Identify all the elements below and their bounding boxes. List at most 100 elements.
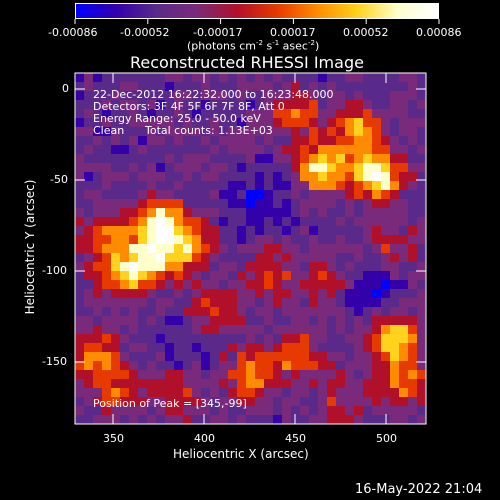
image-pixel <box>345 172 355 182</box>
image-pixel <box>165 343 175 353</box>
image-pixel <box>156 316 166 326</box>
image-pixel <box>192 280 202 290</box>
image-pixel <box>219 406 229 416</box>
image-pixel <box>93 127 103 137</box>
image-pixel <box>354 334 364 344</box>
image-pixel <box>291 388 301 398</box>
image-pixel <box>417 307 426 317</box>
image-pixel <box>300 325 310 335</box>
image-pixel <box>399 244 409 254</box>
image-pixel <box>390 136 400 146</box>
image-pixel <box>336 208 346 218</box>
image-pixel <box>417 271 426 281</box>
image-pixel <box>111 109 121 119</box>
image-pixel <box>129 379 139 389</box>
image-pixel <box>111 226 121 236</box>
image-pixel <box>354 172 364 182</box>
image-pixel <box>381 370 391 380</box>
image-pixel <box>372 262 382 272</box>
colorbar-tick-label: 0.00086 <box>416 26 462 39</box>
image-pixel <box>399 316 409 326</box>
image-pixel <box>417 163 426 173</box>
image-pixel <box>354 253 364 263</box>
image-pixel <box>246 316 256 326</box>
image-pixel <box>183 136 193 146</box>
image-pixel <box>84 190 94 200</box>
image-pixel <box>93 262 103 272</box>
image-pixel <box>147 289 157 299</box>
image-pixel <box>210 208 220 218</box>
image-pixel <box>264 361 274 371</box>
image-pixel <box>399 271 409 281</box>
image-pixel <box>318 235 328 245</box>
image-pixel <box>228 271 238 281</box>
image-pixel <box>354 325 364 335</box>
x-tick-label: 350 <box>103 432 124 445</box>
image-pixel <box>273 226 283 236</box>
image-pixel <box>363 280 373 290</box>
image-pixel <box>183 316 193 326</box>
image-pixel <box>264 208 274 218</box>
y-tick-label: -50 <box>50 173 68 186</box>
image-pixel <box>354 271 364 281</box>
image-pixel <box>84 82 94 92</box>
image-pixel <box>399 73 409 83</box>
image-pixel <box>345 190 355 200</box>
image-pixel <box>318 415 328 424</box>
image-pixel <box>318 154 328 164</box>
image-pixel <box>120 352 130 362</box>
image-pixel <box>111 370 121 380</box>
image-pixel <box>363 307 373 317</box>
image-pixel <box>264 325 274 335</box>
image-pixel <box>183 82 193 92</box>
image-pixel <box>210 262 220 272</box>
image-pixel <box>291 199 301 209</box>
image-pixel <box>417 253 426 263</box>
image-pixel <box>318 172 328 182</box>
image-pixel <box>282 163 292 173</box>
image-pixel <box>273 397 283 407</box>
image-pixel <box>354 235 364 245</box>
image-pixel <box>246 253 256 263</box>
image-pixel <box>390 334 400 344</box>
image-pixel <box>399 226 409 236</box>
image-pixel <box>156 262 166 272</box>
image-pixel <box>390 406 400 416</box>
image-pixel <box>381 118 391 128</box>
image-pixel <box>237 361 247 371</box>
image-pixel <box>156 244 166 254</box>
image-pixel <box>291 217 301 227</box>
image-pixel <box>120 154 130 164</box>
image-pixel <box>327 388 337 398</box>
image-pixel <box>399 343 409 353</box>
image-pixel <box>309 262 319 272</box>
image-pixel <box>219 127 229 137</box>
image-pixel <box>318 316 328 326</box>
image-pixel <box>390 82 400 92</box>
image-pixel <box>336 316 346 326</box>
image-pixel <box>255 118 265 128</box>
image-pixel <box>129 163 139 173</box>
image-pixel <box>183 145 193 155</box>
image-pixel <box>354 262 364 272</box>
image-pixel <box>336 280 346 290</box>
image-pixel <box>201 388 211 398</box>
image-pixel <box>390 253 400 263</box>
image-pixel <box>372 388 382 398</box>
image-pixel <box>381 361 391 371</box>
image-pixel <box>93 361 103 371</box>
image-pixel <box>120 118 130 128</box>
image-pixel <box>102 118 112 128</box>
image-pixel <box>192 172 202 182</box>
image-pixel <box>84 253 94 263</box>
image-pixel <box>327 415 337 424</box>
image-pixel <box>408 370 418 380</box>
image-pixel <box>93 370 103 380</box>
image-pixel <box>237 154 247 164</box>
image-pixel <box>354 388 364 398</box>
image-pixel <box>327 262 337 272</box>
image-pixel <box>354 118 364 128</box>
image-pixel <box>246 136 256 146</box>
image-pixel <box>282 307 292 317</box>
image-pixel <box>138 253 148 263</box>
